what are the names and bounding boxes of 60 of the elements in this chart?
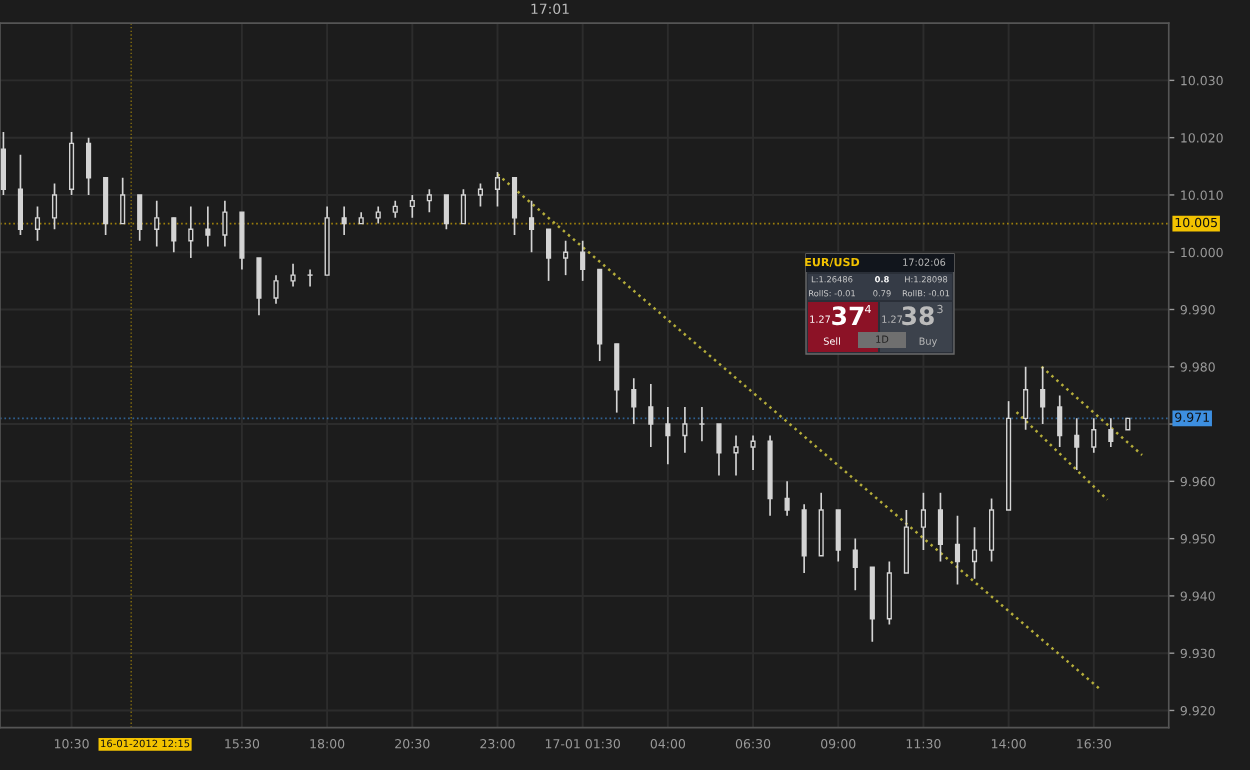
candlestick: [171, 217, 177, 254]
candlestick: [137, 194, 143, 242]
candlestick: [818, 491, 824, 557]
candlestick: [988, 497, 995, 563]
candlestick: [716, 423, 722, 477]
candlestick: [307, 268, 313, 288]
candlestick: [1023, 365, 1029, 431]
candlestick: [222, 199, 228, 248]
candlestick: [256, 257, 262, 317]
candlestick: [34, 205, 41, 242]
candlestick: [665, 406, 671, 465]
candlestick: [784, 480, 790, 517]
candlestick: [920, 491, 926, 551]
candlestick: [614, 343, 620, 414]
candlestick: [494, 171, 501, 208]
candlestick: [733, 434, 739, 477]
candlestick: [239, 211, 245, 271]
candlestick: [1091, 417, 1097, 454]
candlestick: [801, 503, 807, 574]
candlestick: [154, 199, 160, 248]
candlestick: [886, 560, 892, 626]
annotation: 38: [902, 306, 934, 326]
candlestick: [1108, 417, 1114, 448]
candlestick: [563, 239, 569, 276]
candlestick: [120, 176, 126, 225]
candlestick: [580, 239, 586, 282]
candlestick: [443, 194, 449, 231]
candlestick: [937, 491, 944, 563]
candlestick: [699, 406, 705, 443]
candlestick: [273, 274, 279, 305]
candlestick: [511, 176, 518, 236]
candlestick: [835, 509, 841, 563]
candlestick: [631, 377, 637, 425]
candlestick: [188, 205, 194, 259]
candlestick: [341, 205, 347, 236]
candlestick: [477, 182, 484, 208]
candlestick: [103, 176, 109, 236]
candlestick: [750, 434, 756, 471]
candlestick: [205, 205, 211, 248]
candlestick: [460, 188, 466, 225]
annotation: 37: [832, 306, 864, 326]
candlestick: [1040, 365, 1046, 425]
candlestick: [852, 537, 858, 592]
candlestick: [682, 406, 688, 454]
candlestick: [971, 526, 978, 580]
candlestick: [0, 131, 6, 196]
candlestick: [68, 131, 75, 196]
candlestick: [1057, 394, 1063, 448]
candlestick: [528, 199, 535, 254]
candlestick: [409, 194, 415, 219]
candlestick: [17, 154, 24, 236]
candlestick: [546, 228, 552, 282]
candlestick: [1074, 417, 1080, 471]
candlestick: [51, 182, 58, 231]
candlestick: [426, 188, 432, 213]
candlestick: [290, 262, 296, 288]
candlestick: [903, 509, 909, 574]
candlestick: [954, 514, 961, 586]
candlestick: [648, 383, 654, 448]
candlestick: [86, 136, 92, 196]
